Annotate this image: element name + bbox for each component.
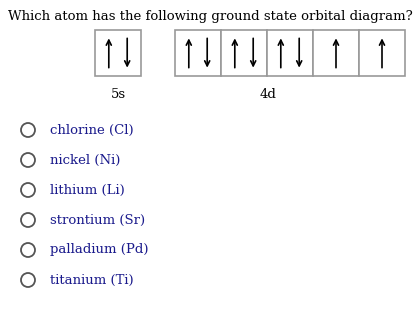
Bar bbox=[359, 30, 405, 76]
Text: chlorine (Cl): chlorine (Cl) bbox=[50, 123, 134, 136]
Bar bbox=[95, 30, 141, 76]
Bar bbox=[221, 30, 267, 76]
Text: 5s: 5s bbox=[110, 88, 126, 101]
Text: strontium (Sr): strontium (Sr) bbox=[50, 213, 145, 226]
Text: nickel (Ni): nickel (Ni) bbox=[50, 154, 121, 166]
Text: lithium (Li): lithium (Li) bbox=[50, 183, 125, 197]
Bar bbox=[267, 30, 313, 76]
Text: 4d: 4d bbox=[260, 88, 276, 101]
Text: palladium (Pd): palladium (Pd) bbox=[50, 244, 149, 257]
Text: titanium (Ti): titanium (Ti) bbox=[50, 273, 134, 287]
Text: Which atom has the following ground state orbital diagram?: Which atom has the following ground stat… bbox=[8, 10, 413, 23]
Bar bbox=[175, 30, 221, 76]
Bar bbox=[313, 30, 359, 76]
